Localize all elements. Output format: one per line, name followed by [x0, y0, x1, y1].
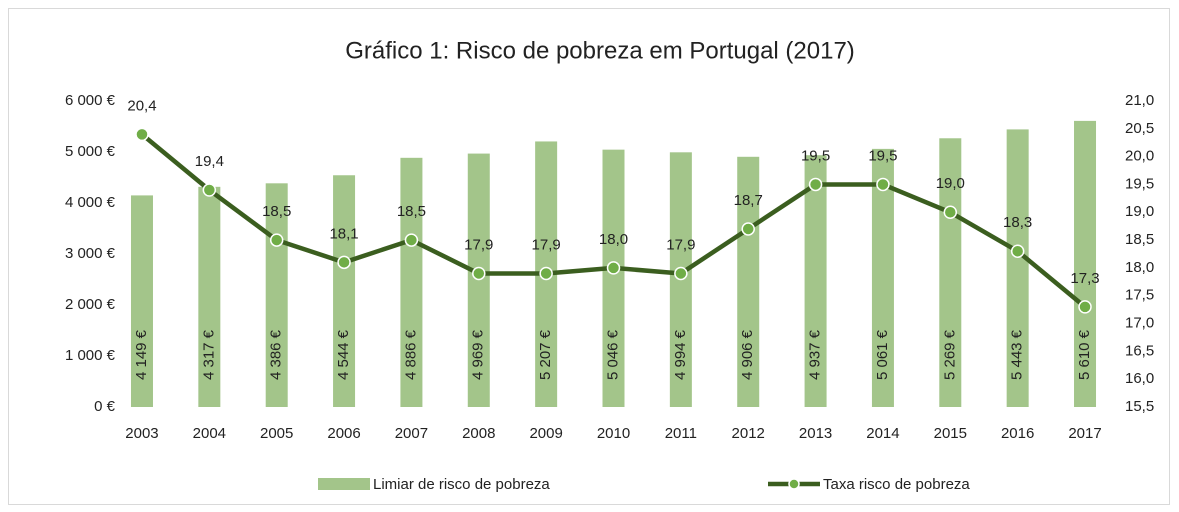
x-tick-label: 2009	[529, 425, 562, 442]
legend-label: Taxa risco de pobreza	[823, 476, 970, 493]
bar-value-label: 4 906 €	[739, 329, 756, 380]
y2-tick-label: 19,0	[1125, 203, 1154, 220]
line-marker	[741, 222, 755, 236]
line-marker	[539, 266, 553, 281]
line-value-label: 19,0	[936, 175, 965, 192]
x-tick-label: 2005	[260, 425, 293, 442]
line-value-label: 18,5	[397, 203, 426, 220]
bar	[939, 138, 962, 407]
line-marker	[337, 255, 351, 270]
bar-value-label: 5 269 €	[941, 329, 958, 380]
y2-tick-label: 18,0	[1125, 259, 1154, 276]
line-value-label: 19,5	[801, 147, 830, 164]
legend-marker	[788, 478, 800, 490]
y-tick-label: 6 000 €	[65, 92, 116, 109]
line-value-label: 18,3	[1003, 214, 1032, 231]
y2-tick-label: 16,5	[1125, 342, 1154, 359]
line-value-label: 19,4	[195, 153, 224, 170]
line-marker	[876, 177, 890, 192]
line-value-label: 18,0	[599, 231, 628, 248]
line-value-label: 17,9	[666, 236, 695, 253]
line-value-label: 18,1	[329, 225, 358, 242]
bar-value-label: 5 046 €	[604, 329, 621, 380]
legend-swatch	[318, 478, 370, 490]
x-tick-label: 2014	[866, 425, 899, 442]
line-marker	[674, 266, 688, 281]
line-marker	[269, 233, 284, 247]
y2-tick-label: 19,5	[1125, 175, 1154, 192]
bar-value-label: 4 886 €	[402, 329, 419, 380]
chart-border	[8, 8, 1170, 505]
line-marker	[404, 233, 419, 247]
line-marker	[1078, 300, 1092, 314]
y2-tick-label: 15,5	[1125, 398, 1154, 415]
bar	[333, 175, 356, 407]
x-tick-label: 2016	[1001, 425, 1034, 442]
x-tick-label: 2012	[732, 425, 765, 442]
bar-value-label: 4 969 €	[470, 329, 487, 380]
bar-value-label: 4 149 €	[133, 329, 150, 380]
bar	[871, 148, 894, 407]
bar-value-label: 4 386 €	[268, 329, 285, 380]
bar-value-label: 4 544 €	[335, 329, 352, 380]
line-marker	[808, 177, 823, 192]
bar	[130, 195, 153, 407]
y2-tick-label: 17,5	[1125, 287, 1154, 304]
y2-tick-label: 20,0	[1125, 148, 1154, 165]
x-tick-label: 2007	[395, 425, 428, 442]
line-value-label: 20,4	[127, 97, 156, 114]
x-tick-label: 2010	[597, 425, 630, 442]
line-marker	[135, 127, 149, 142]
bar-value-label: 5 443 €	[1009, 329, 1026, 380]
line-marker	[202, 183, 217, 197]
bar	[737, 156, 760, 407]
bar-value-label: 5 061 €	[874, 329, 891, 380]
y2-tick-label: 18,5	[1125, 231, 1154, 248]
x-tick-label: 2004	[193, 425, 226, 442]
bar-value-label: 4 994 €	[672, 329, 689, 380]
y-tick-label: 3 000 €	[65, 245, 116, 262]
bar	[198, 186, 221, 407]
bar-value-label: 4 937 €	[807, 329, 824, 380]
bar	[1006, 129, 1029, 408]
line-value-label: 17,9	[464, 236, 493, 253]
line-marker	[472, 266, 486, 281]
line-value-label: 18,5	[262, 203, 291, 220]
bar	[602, 149, 625, 408]
line-value-label: 17,3	[1070, 270, 1099, 287]
bar	[1074, 120, 1097, 407]
x-tick-label: 2006	[327, 425, 360, 442]
y-tick-label: 1 000 €	[65, 347, 116, 364]
y2-tick-label: 17,0	[1125, 315, 1154, 332]
bar-value-label: 5 610 €	[1076, 329, 1093, 380]
chart-title: Gráfico 1: Risco de pobreza em Portugal …	[345, 37, 855, 64]
line-marker	[1010, 244, 1025, 258]
line-marker	[606, 261, 621, 275]
y-tick-label: 5 000 €	[65, 143, 116, 160]
x-tick-label: 2011	[665, 425, 697, 442]
line-value-label: 17,9	[532, 236, 561, 253]
y-tick-label: 2 000 €	[65, 296, 116, 313]
y-tick-label: 0 €	[94, 398, 116, 415]
x-tick-label: 2013	[799, 425, 832, 442]
line-value-label: 18,7	[734, 192, 763, 209]
bar	[804, 155, 827, 407]
x-tick-label: 2017	[1068, 425, 1101, 442]
bar	[400, 157, 423, 407]
bar	[467, 153, 490, 407]
y2-tick-label: 20,5	[1125, 120, 1154, 137]
x-tick-label: 2015	[934, 425, 967, 442]
x-tick-label: 2003	[125, 425, 158, 442]
line-value-label: 19,5	[868, 147, 897, 164]
y-tick-label: 4 000 €	[65, 194, 116, 211]
legend-label: Limiar de risco de pobreza	[373, 476, 550, 493]
bar-value-label: 5 207 €	[537, 329, 554, 380]
bar-value-label: 4 317 €	[200, 329, 217, 380]
x-tick-label: 2008	[462, 425, 495, 442]
y2-tick-label: 16,0	[1125, 370, 1154, 387]
y2-tick-label: 21,0	[1125, 92, 1154, 109]
line-marker	[943, 205, 958, 220]
